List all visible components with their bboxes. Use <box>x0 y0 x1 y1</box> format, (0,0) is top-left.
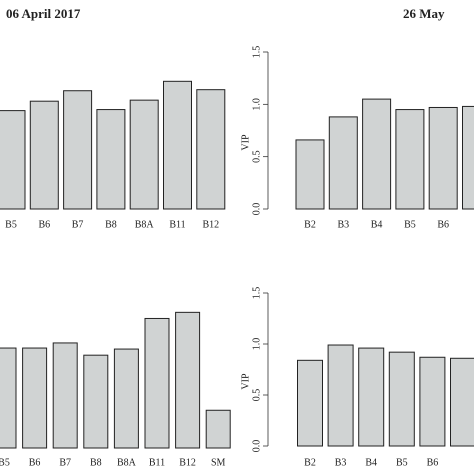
bar <box>362 98 392 210</box>
bar <box>328 116 358 210</box>
bar <box>428 106 458 210</box>
bar <box>462 105 474 210</box>
bar <box>196 89 226 210</box>
y-tick-label: 0.5 <box>251 150 262 163</box>
x-tick-label: B4 <box>365 457 377 468</box>
x-tick-label: B8A <box>135 219 155 230</box>
x-tick-label: B11 <box>149 457 165 468</box>
x-tick-label: B3 <box>337 219 349 230</box>
y-tick-label: 0.0 <box>251 440 262 453</box>
x-tick-label: B11 <box>169 219 185 230</box>
bar <box>52 342 78 449</box>
bar <box>113 348 139 449</box>
chart-title: 26 May <box>403 6 445 21</box>
x-tick-label: B8 <box>105 219 117 230</box>
y-axis-label: VIP <box>240 134 251 151</box>
x-tick-label: B8 <box>90 457 102 468</box>
x-tick-label: B2 <box>304 457 316 468</box>
y-axis-label: VIP <box>240 373 251 390</box>
bar <box>163 80 192 210</box>
x-tick-label: B6 <box>427 457 439 468</box>
bar <box>395 109 425 210</box>
bar <box>450 357 474 447</box>
bar <box>83 354 109 449</box>
bar <box>0 110 26 210</box>
y-tick-label: 1.0 <box>251 338 262 351</box>
x-tick-label: B5 <box>396 457 408 468</box>
bar <box>29 100 59 210</box>
x-tick-label: B12 <box>202 219 219 230</box>
bar <box>327 344 354 447</box>
x-tick-label: B5 <box>0 457 10 468</box>
bar <box>205 409 231 449</box>
x-tick-label: B7 <box>59 457 71 468</box>
y-tick-label: 0.0 <box>251 203 262 216</box>
x-tick-label: B6 <box>29 457 41 468</box>
y-tick-label: 1.5 <box>251 287 262 300</box>
x-tick-label: B12 <box>179 457 196 468</box>
x-tick-label: B4 <box>371 219 383 230</box>
y-tick-label: 1.5 <box>251 46 262 59</box>
bar <box>358 347 385 447</box>
x-tick-label: B5 <box>5 219 17 230</box>
bar <box>0 347 17 449</box>
y-tick-label: 0.5 <box>251 389 262 402</box>
x-tick-label: B6 <box>38 219 50 230</box>
bar <box>388 351 415 447</box>
bar <box>129 99 159 210</box>
x-tick-label: B7 <box>72 219 84 230</box>
x-tick-label: SM <box>211 457 226 468</box>
bar <box>295 139 325 210</box>
bar <box>63 90 93 210</box>
bar <box>144 317 170 449</box>
bar <box>419 356 446 447</box>
bar <box>297 359 323 447</box>
x-tick-label: B2 <box>304 219 316 230</box>
y-tick-label: 1.0 <box>251 98 262 111</box>
x-tick-label: B8A <box>117 457 137 468</box>
x-tick-label: B5 <box>404 219 416 230</box>
bar <box>96 109 126 210</box>
chart-title: 06 April 2017 <box>6 6 81 21</box>
x-tick-label: B6 <box>437 219 449 230</box>
bar <box>22 347 48 449</box>
x-tick-label: B3 <box>335 457 347 468</box>
bar <box>175 311 201 449</box>
